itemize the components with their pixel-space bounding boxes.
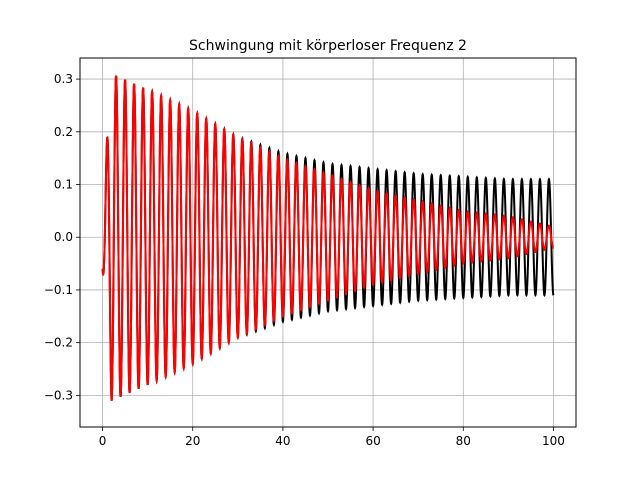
series-line-red <box>101 75 554 401</box>
y-tick-label: 0.2 <box>54 125 73 139</box>
x-tick-label: 100 <box>542 434 565 448</box>
y-tick-label: −0.1 <box>44 283 73 297</box>
plot-area <box>101 75 555 401</box>
y-tick-label: 0.0 <box>54 230 73 244</box>
x-tick-label: 60 <box>365 434 380 448</box>
y-tick-label: 0.3 <box>54 72 73 86</box>
plot-frame <box>79 57 577 428</box>
y-tick-label: −0.3 <box>44 388 73 402</box>
x-tick-label: 20 <box>185 434 200 448</box>
axes: 0 20 40 60 80 100 −0.3 −0.2 −0.1 0.0 0.1 0.2 0.3 <box>44 72 565 448</box>
x-tick-label: 40 <box>275 434 290 448</box>
y-tick-label: 0.1 <box>54 178 73 192</box>
y-tick-label: −0.2 <box>44 336 73 350</box>
x-tick-label: 80 <box>456 434 471 448</box>
chart-title: Schwingung mit körperloser Frequenz 2 <box>189 38 467 54</box>
x-tick-label: 0 <box>99 434 107 448</box>
